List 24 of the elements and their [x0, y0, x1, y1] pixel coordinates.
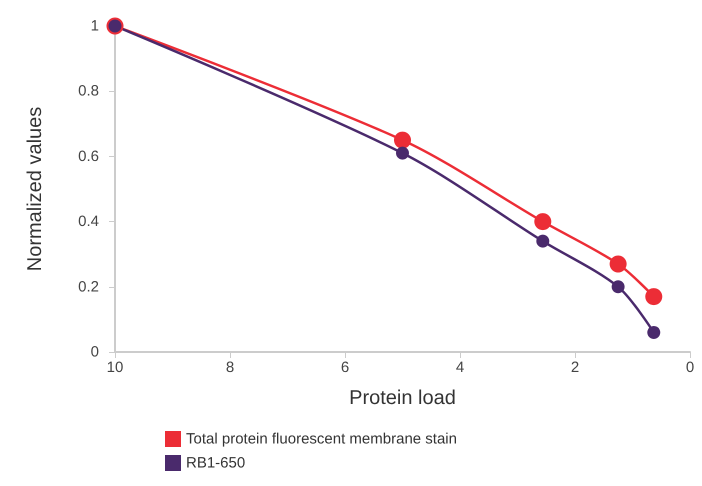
x-tick-label: 0	[686, 359, 694, 376]
y-axis-title: Normalized values	[24, 106, 46, 272]
point	[612, 280, 625, 294]
point	[396, 146, 409, 160]
y-tick-label: 1	[90, 18, 99, 34]
y-tick-label: 0.6	[78, 148, 99, 165]
point	[647, 326, 660, 339]
point	[536, 234, 550, 248]
point	[534, 213, 552, 230]
x-tick-label: 10	[106, 359, 124, 376]
point	[610, 255, 627, 272]
y-tick-label: 0.8	[78, 82, 99, 100]
y-tick-label: 0	[90, 344, 99, 360]
y-tick-label: 0.4	[78, 213, 99, 230]
y-tick-label: 0.2	[78, 278, 99, 296]
point	[394, 132, 411, 149]
x-tick-label: 8	[226, 359, 234, 376]
x-tick-label: 6	[340, 359, 350, 376]
legend-label: RB1-650	[186, 454, 246, 472]
legend-label: Total protein fluorescent membrane stain	[186, 430, 457, 448]
x-tick-label: 4	[456, 359, 464, 376]
x-tick-label: 2	[570, 359, 580, 376]
x-axis-title: Protein load	[349, 387, 456, 409]
point	[645, 288, 662, 306]
